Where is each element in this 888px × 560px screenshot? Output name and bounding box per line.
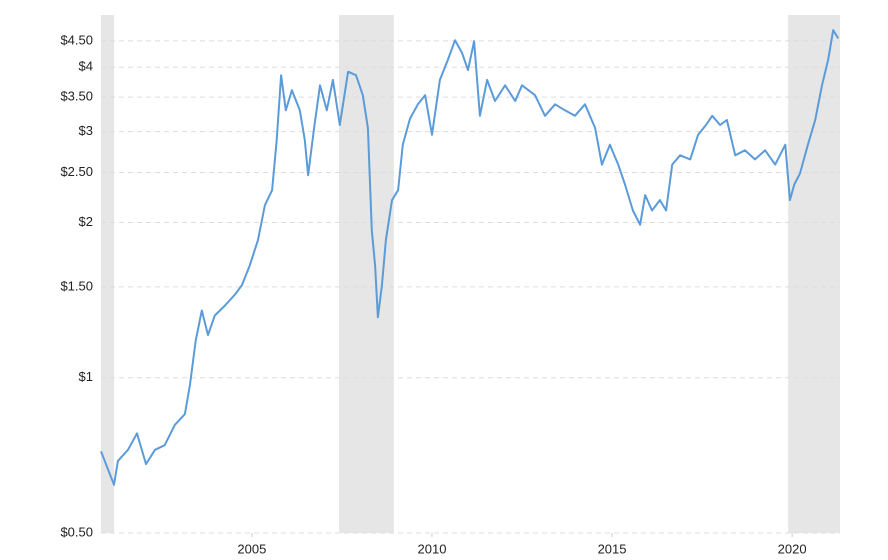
y-tick-label: $4.50 [60,32,93,47]
x-tick-label: 2005 [237,541,266,556]
x-tick-label: 2020 [778,541,807,556]
shaded-range [788,15,840,533]
y-tick-label: $3.50 [60,89,93,104]
y-tick-label: $2 [79,214,93,229]
y-tick-label: $4 [79,59,93,74]
y-tick-label: $1.50 [60,278,93,293]
y-tick-label: $2.50 [60,164,93,179]
y-tick-label: $0.50 [60,524,93,539]
data-line [100,29,840,486]
y-tick-label: $3 [79,123,93,138]
shaded-range [101,15,114,533]
y-tick-label: $1 [79,369,93,384]
x-tick-label: 2010 [418,541,447,556]
x-tick-label: 2015 [598,541,627,556]
shaded-range [339,15,394,533]
